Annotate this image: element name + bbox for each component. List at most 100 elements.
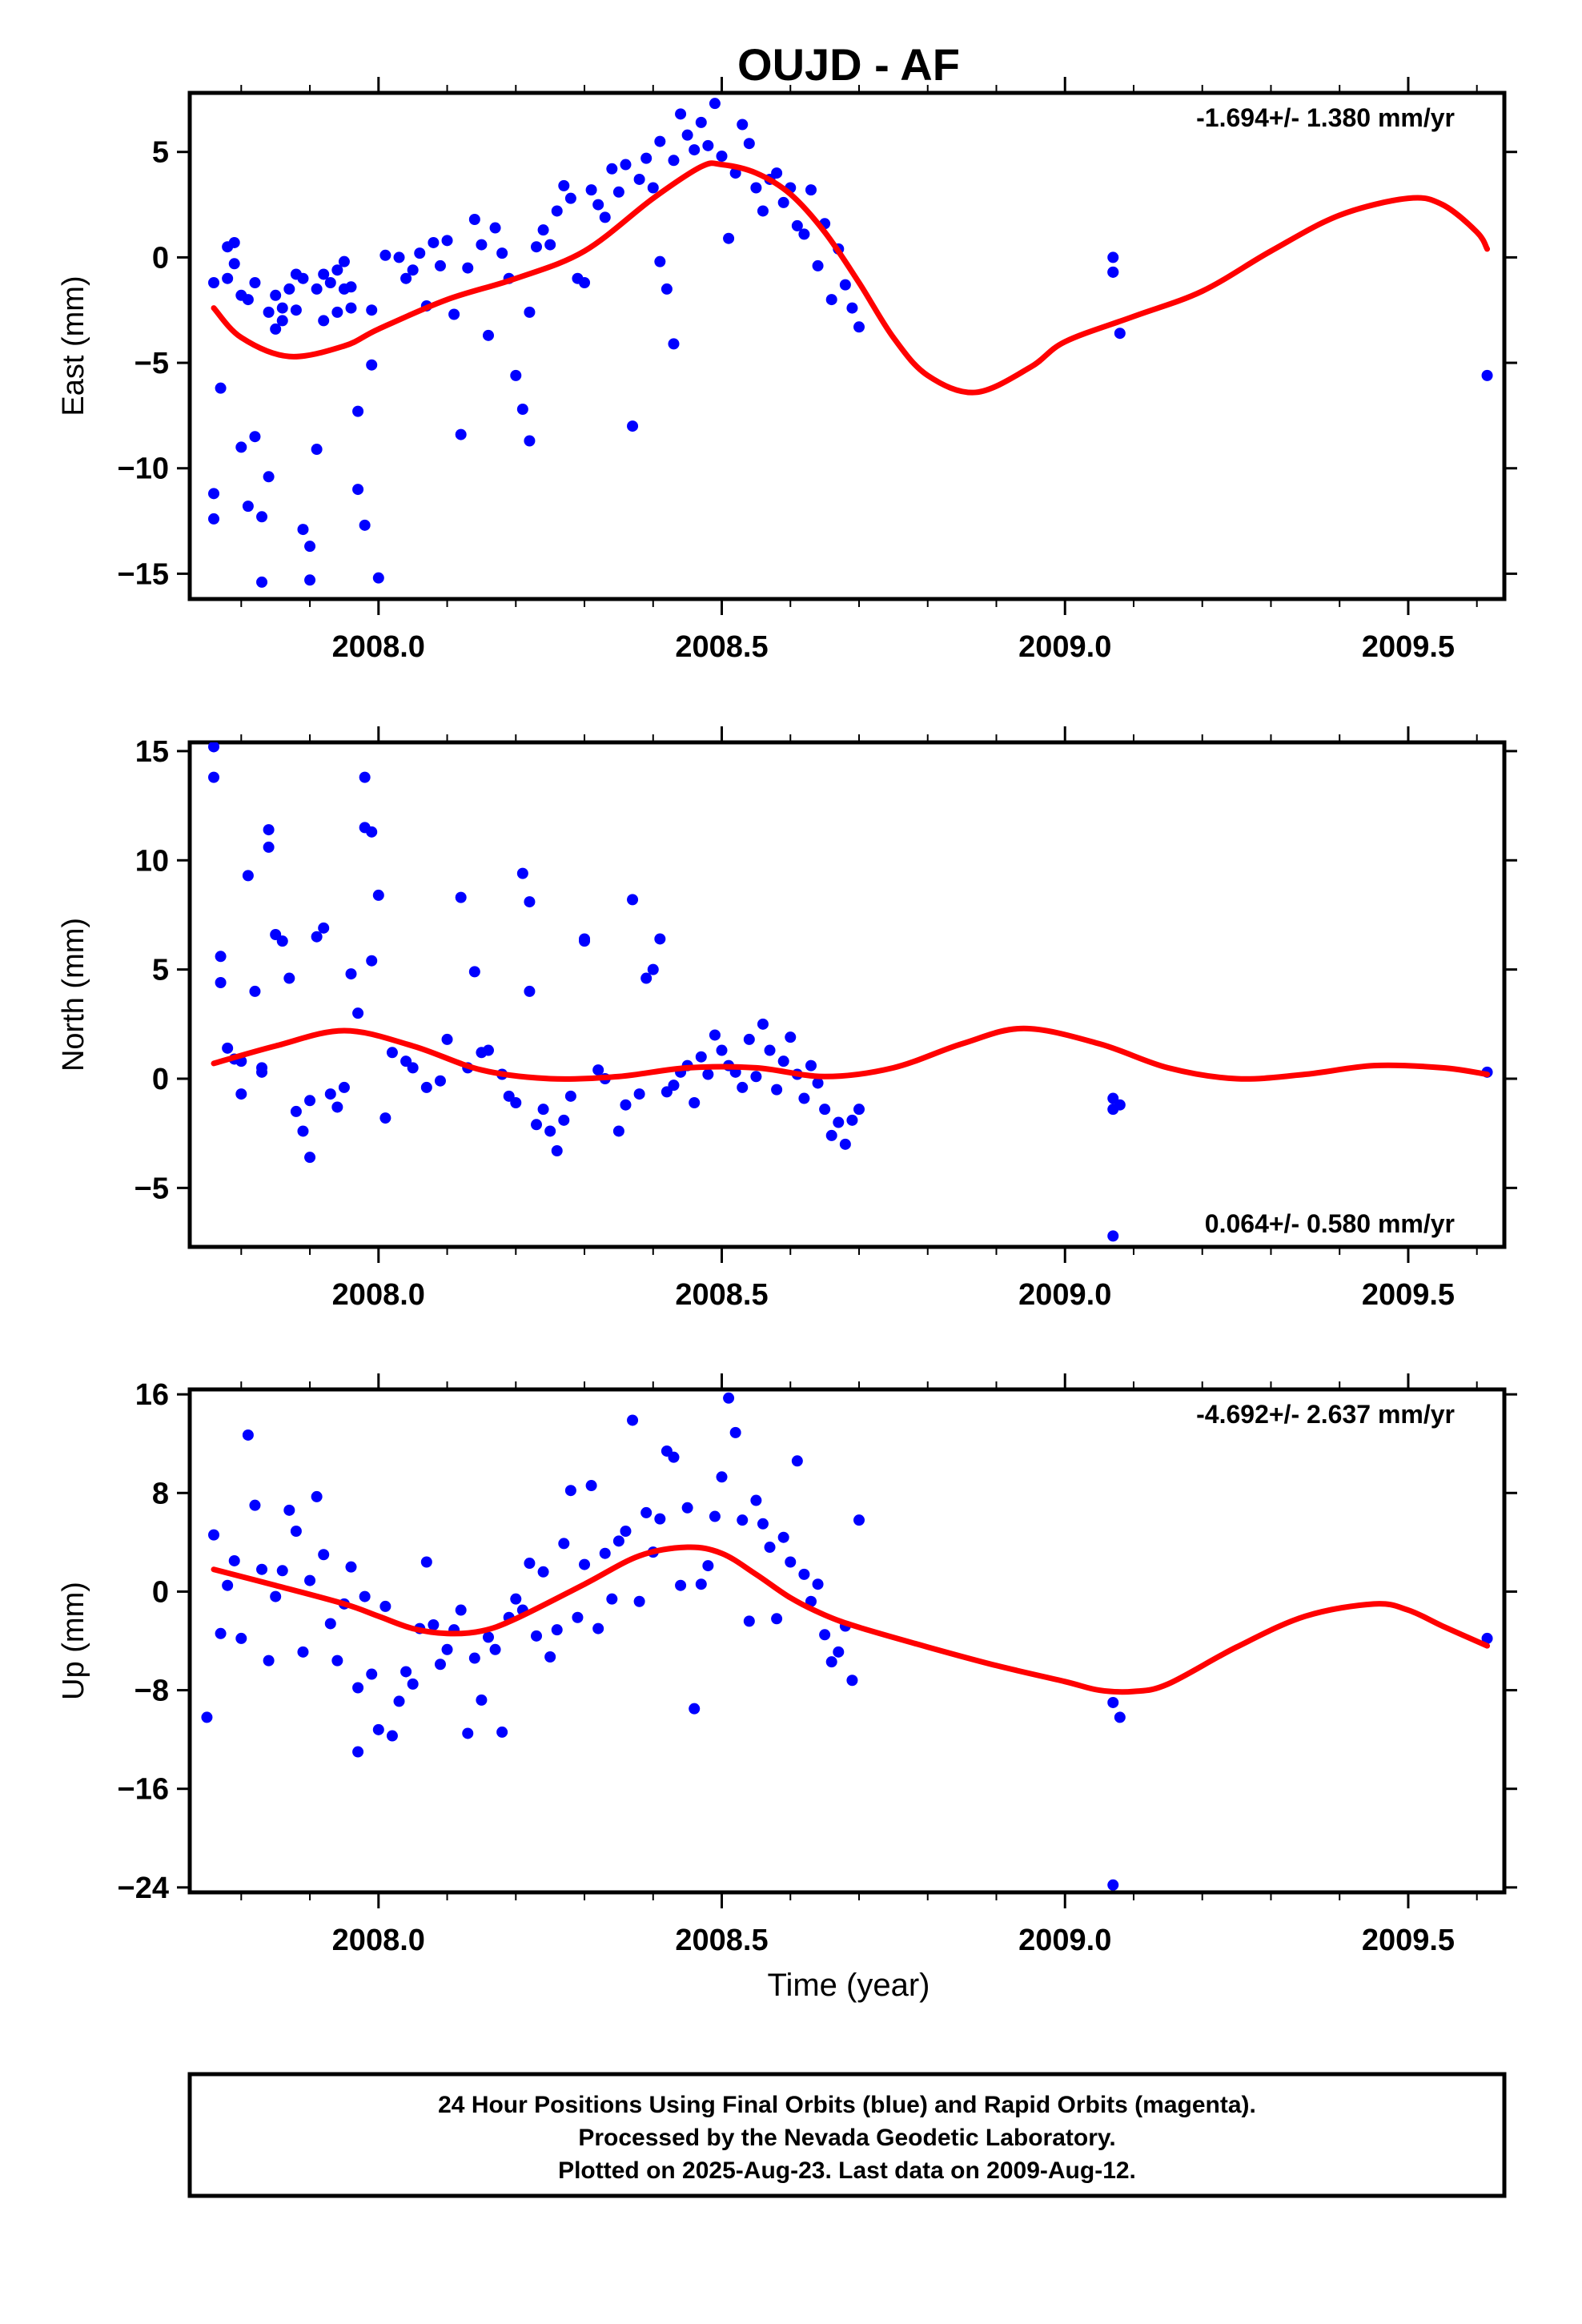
north-data-point [750,1071,762,1083]
up-data-point [599,1547,611,1559]
north-data-point [352,1007,364,1019]
east-data-point [311,283,323,295]
up-data-point [612,1535,624,1547]
east-data-point [256,511,268,523]
east-data-point [297,524,309,536]
up-data-point [695,1578,707,1590]
east-data-point [654,255,666,267]
chart-title: OUJD - AF [737,39,960,90]
north-panel: 2008.0 2008.5 2009.0 2009.5 −5 0 5 10 15 North (m… [57,726,1517,1312]
east-data-point [633,173,645,185]
up-data-point [249,1499,261,1511]
north-data-point [743,1033,755,1045]
up-data-point [723,1392,735,1404]
east-data-point [805,184,817,196]
east-data-point [276,315,288,327]
north-data-point [537,1104,549,1116]
east-data-point [345,302,357,314]
up-data-point [345,1561,357,1573]
east-data-point [489,222,501,234]
north-data-point [612,1125,624,1137]
up-data-point [482,1631,494,1643]
north-data-point [235,1088,247,1100]
north-data-point [208,771,220,783]
up-panel: 2008.0 2008.5 2009.0 2009.5 −24 −16 −8 0 8 16 Up (… [57,1373,1517,1957]
north-data-point [407,1062,419,1074]
north-data-point [771,1084,783,1096]
up-data-point [441,1643,453,1655]
up-data-point [318,1549,330,1561]
north-data-point [702,1068,714,1080]
east-data-point [414,247,426,259]
east-data-layer [208,98,1493,588]
up-data-point [689,1703,701,1715]
north-data-point [558,1114,570,1126]
north-data-point [654,933,666,945]
north-data-point [833,1116,845,1128]
up-data-point [640,1506,652,1518]
east-data-point [544,239,556,251]
north-data-point [297,1125,309,1137]
north-data-point [338,1081,350,1093]
east-data-point [331,306,343,318]
north-data-point [757,1018,769,1030]
east-data-point [627,420,639,432]
up-data-point [558,1538,570,1550]
east-data-point [352,405,364,417]
up-data-point [819,1629,831,1641]
up-data-point [304,1574,316,1586]
east-data-point [695,116,707,128]
up-data-point [777,1531,789,1543]
up-data-point [785,1556,797,1568]
up-data-point [510,1593,522,1605]
up-data-point [359,1590,371,1602]
north-data-point [434,1075,446,1087]
east-data-point [407,264,419,276]
north-data-point [853,1104,865,1116]
up-data-layer [201,1392,1493,1891]
north-data-point [222,1042,234,1054]
east-data-point [668,338,680,350]
up-data-point [235,1632,247,1644]
up-data-point [654,1513,666,1525]
north-data-point [215,977,227,988]
north-data-point [366,955,378,967]
up-data-point [462,1727,474,1739]
north-data-point [627,894,639,906]
north-data-point [737,1081,749,1093]
up-data-point [331,1655,343,1667]
east-x-tick-label: 2008.5 [675,630,768,664]
east-data-point [853,321,865,333]
north-data-point [689,1097,701,1108]
east-data-point [524,435,536,447]
up-data-point [750,1494,762,1506]
east-data-point [599,211,611,223]
up-x-tick-label: 2009.0 [1018,1924,1111,1957]
east-data-point [304,541,316,553]
east-data-point [723,232,735,244]
north-data-point [372,889,384,901]
north-y-tick-label: 15 [135,735,169,769]
north-data-point [524,985,536,997]
north-fit-curve [211,1025,1491,1082]
east-data-point [496,247,508,259]
up-data-point [379,1600,391,1612]
up-data-point [496,1726,508,1738]
east-data-point [441,235,453,247]
north-data-point [812,1077,824,1089]
caption-line-2: Processed by the Nevada Geodetic Laborat… [578,2125,1115,2151]
north-x-tick-label: 2009.5 [1362,1278,1455,1312]
north-data-point [695,1051,707,1063]
up-data-point [853,1514,865,1526]
east-data-point [208,277,220,288]
east-data-point [222,272,234,284]
east-data-point [263,471,275,483]
east-data-point [428,236,440,248]
east-y-tick-label: −15 [118,557,169,591]
up-data-point [524,1558,536,1570]
north-data-point [441,1033,453,1045]
north-data-point [366,826,378,838]
east-data-point [235,441,247,453]
east-data-point [270,323,282,335]
